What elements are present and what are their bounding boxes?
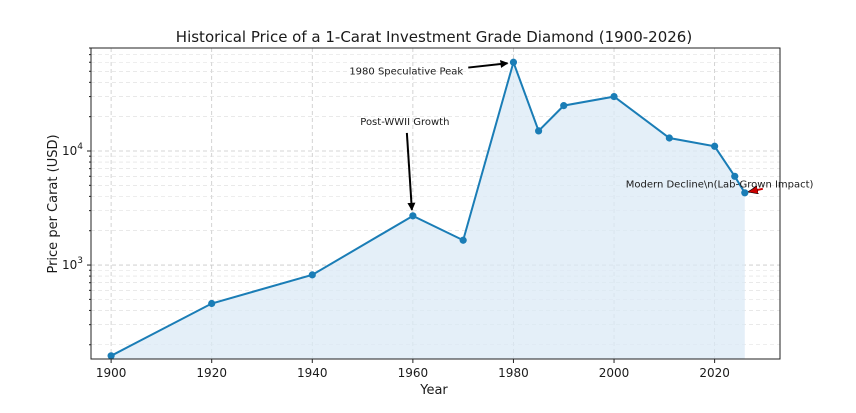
data-point-1920: [208, 299, 216, 308]
chart-title: Historical Price of a 1-Carat Investment…: [176, 28, 692, 46]
x-tick-label: 1980: [498, 366, 529, 380]
x-tick-label: 2020: [699, 366, 730, 380]
data-point-1985: [534, 127, 543, 135]
x-tick-label: 2000: [599, 366, 630, 380]
data-point-1960: [409, 212, 417, 220]
data-points: [107, 58, 749, 360]
data-point-2000: [610, 92, 618, 101]
data-point-2024: [731, 172, 739, 180]
x-tick-label: 1940: [297, 366, 328, 380]
data-point-1970: [459, 236, 467, 244]
y-tick-label: 103: [62, 256, 83, 272]
data-point-1940: [308, 271, 316, 279]
annotations: Post-WWII Growth 1980 Speculative Peak Mod…: [349, 60, 814, 211]
data-point-1980: [509, 58, 518, 66]
data-point-2020: [711, 142, 719, 150]
x-tick-label: 1960: [398, 366, 429, 380]
x-axis-ticks: 1900 1920 1940 1960 1980 2000 2020: [96, 359, 730, 380]
annotation-post-wwii-label: Post-WWII Growth: [360, 117, 449, 128]
data-point-2026: [741, 189, 749, 197]
x-tick-label: 1920: [196, 366, 227, 380]
x-axis-label: Year: [419, 383, 448, 398]
x-tick-label: 1900: [96, 366, 127, 380]
data-point-1990: [560, 102, 568, 110]
y-axis-ticks: 103 104: [62, 47, 91, 346]
area-fill-path: [111, 62, 745, 360]
annotation-modern-decline-label: Modern Decline\n(Lab-Grown Impact): [626, 179, 814, 190]
annotation-modern-decline-arrow: [749, 189, 764, 192]
annotation-post-wwii-arrow: [405, 132, 416, 211]
annotation-1980-peak-label: 1980 Speculative Peak: [349, 67, 463, 78]
data-point-2011: [665, 134, 673, 142]
plot-frame: [90, 47, 781, 360]
area-fill: [111, 62, 745, 360]
y-axis-label: Price per Carat (USD): [46, 134, 61, 273]
y-tick-label: 104: [62, 142, 83, 158]
data-point-1900: [107, 352, 115, 360]
annotation-1980-peak-arrow: [468, 60, 509, 69]
